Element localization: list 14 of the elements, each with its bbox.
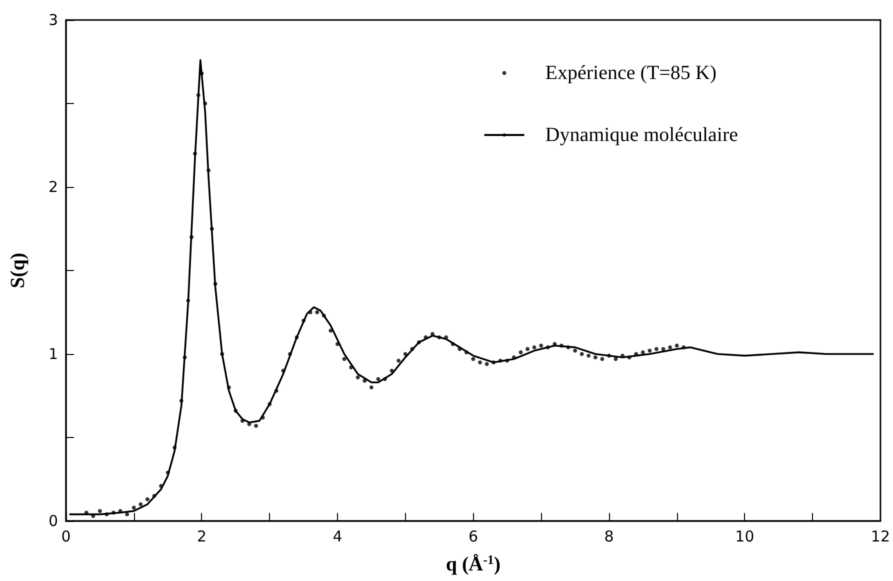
- legend-label: Expérience (T=85 K): [545, 62, 716, 84]
- legend-label: Dynamique moléculaire: [545, 124, 738, 146]
- y-tick-label: 3: [48, 11, 58, 29]
- x-tick-label: 8: [604, 528, 614, 546]
- x-tick-label: 10: [735, 528, 754, 546]
- x-tick-label: 0: [61, 528, 71, 546]
- y-tick-label: 1: [48, 345, 58, 363]
- y-tick-label: 2: [48, 178, 58, 196]
- y-axis-title: S(q): [7, 252, 29, 288]
- y-tick-label: 0: [48, 512, 58, 530]
- x-tick-label: 2: [196, 528, 207, 546]
- x-tick-label: 6: [468, 528, 478, 546]
- x-tick-label: 4: [332, 528, 342, 546]
- x-tick-label: 12: [870, 528, 890, 546]
